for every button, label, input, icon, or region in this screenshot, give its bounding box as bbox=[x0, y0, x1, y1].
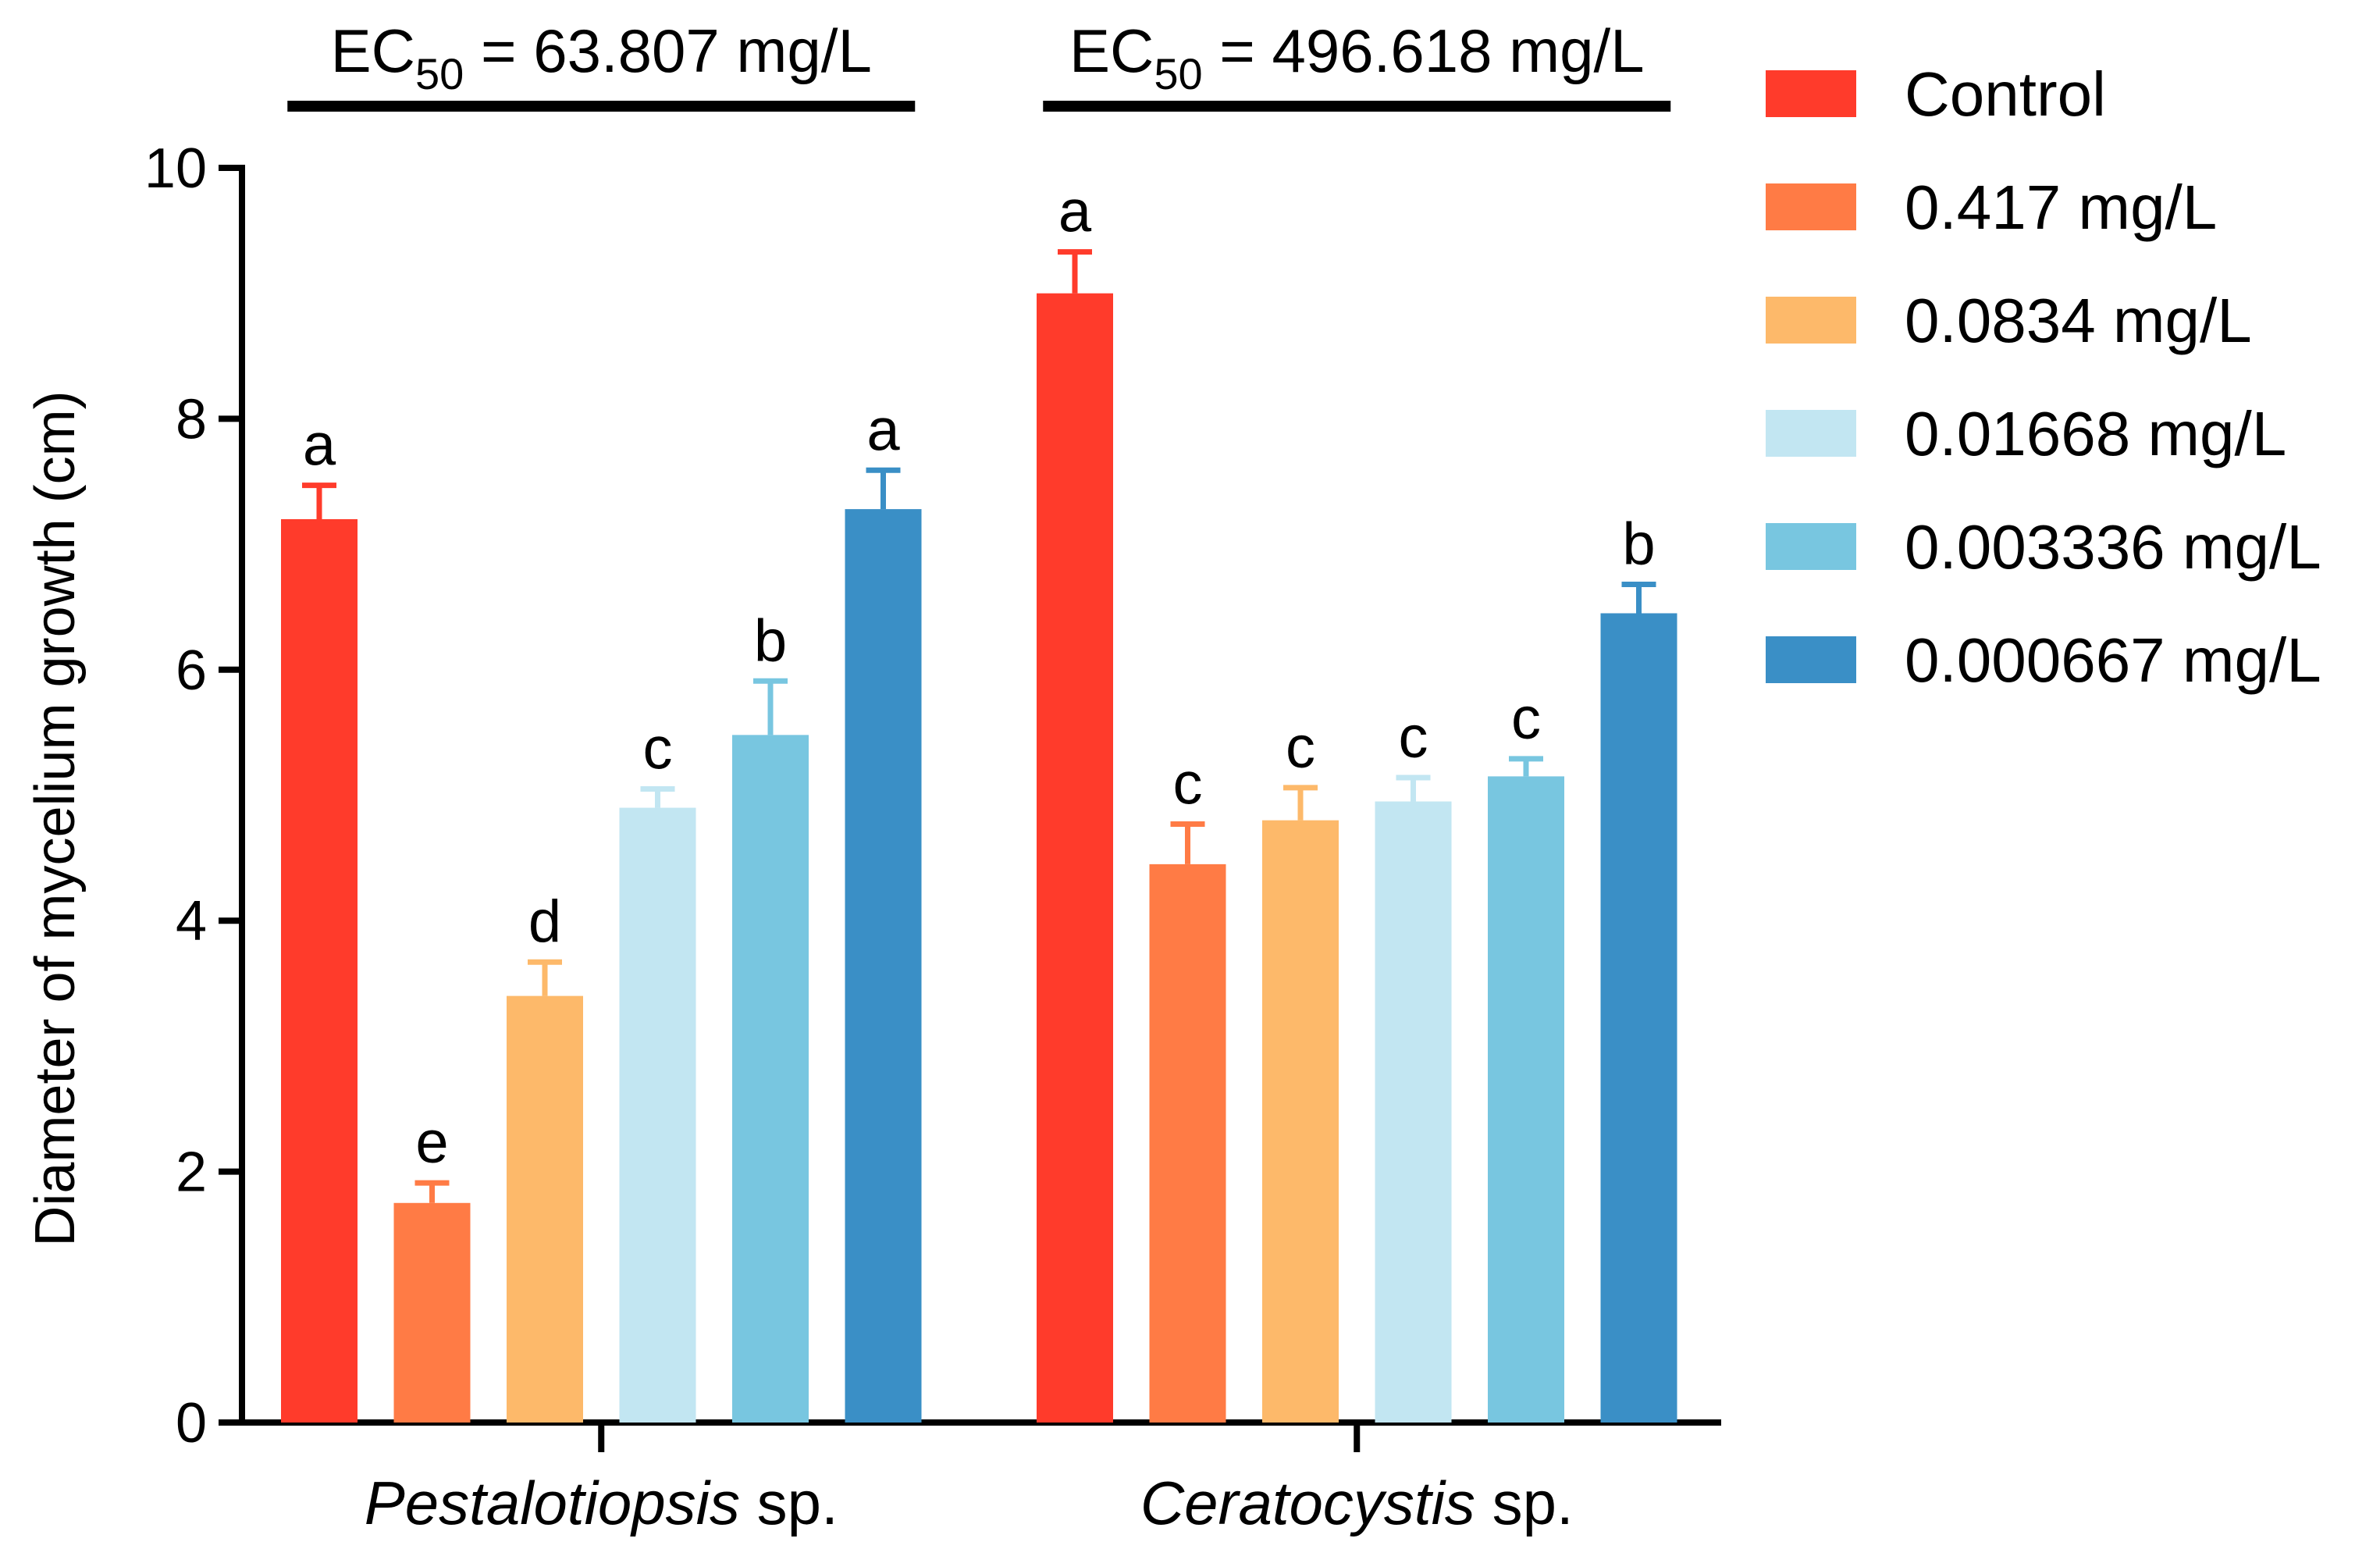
significance-letter: b bbox=[1622, 511, 1655, 578]
bar bbox=[1375, 801, 1452, 1423]
significance-letter: c bbox=[1173, 750, 1203, 817]
y-tick-label: 10 bbox=[144, 137, 207, 200]
ec50-value: = 496.618 mg/L bbox=[1203, 16, 1645, 85]
significance-letter: e bbox=[415, 1109, 448, 1176]
significance-letter: c bbox=[1286, 714, 1315, 781]
ec50-subscript: 50 bbox=[1154, 49, 1202, 98]
y-tick-label: 4 bbox=[176, 890, 207, 953]
y-axis-title: Diameter of mycelium growth (cm) bbox=[24, 390, 87, 1246]
group-label-genus: Ceratocystis bbox=[1140, 1469, 1475, 1537]
ec50-annotation: EC50 = 496.618 mg/L bbox=[1069, 16, 1645, 98]
significance-letter: d bbox=[528, 888, 561, 955]
bar bbox=[1600, 613, 1677, 1423]
legend-label: 0.417 mg/L bbox=[1905, 173, 2217, 242]
y-tick-label: 8 bbox=[176, 388, 207, 450]
bar bbox=[281, 518, 358, 1423]
bar bbox=[1262, 820, 1339, 1423]
bar bbox=[1149, 864, 1226, 1423]
significance-letter: a bbox=[303, 412, 336, 479]
bar bbox=[732, 735, 809, 1423]
legend-swatch bbox=[1766, 523, 1856, 570]
ec50-prefix: EC bbox=[1069, 16, 1154, 85]
group-label-suffix: sp. bbox=[740, 1469, 838, 1537]
bar bbox=[619, 807, 696, 1423]
significance-letter: a bbox=[866, 397, 900, 463]
legend-swatch bbox=[1766, 410, 1856, 457]
legend-swatch bbox=[1766, 183, 1856, 230]
ec50-value: = 63.807 mg/L bbox=[464, 16, 872, 85]
y-tick-label: 2 bbox=[176, 1141, 207, 1204]
bar bbox=[393, 1202, 471, 1423]
y-tick-label: 6 bbox=[176, 639, 207, 702]
legend-label: 0.000667 mg/L bbox=[1905, 625, 2321, 695]
legend-label: 0.003336 mg/L bbox=[1905, 512, 2321, 582]
significance-letter: a bbox=[1058, 179, 1092, 245]
bar bbox=[1037, 293, 1113, 1423]
bar bbox=[845, 509, 922, 1423]
ec50-annotation: EC50 = 63.807 mg/L bbox=[331, 16, 872, 98]
y-tick-label: 0 bbox=[176, 1392, 207, 1455]
legend-swatch bbox=[1766, 70, 1856, 117]
significance-letter: c bbox=[1399, 704, 1428, 771]
bar bbox=[507, 995, 583, 1423]
legend-label: Control bbox=[1905, 59, 2106, 129]
significance-letter: c bbox=[643, 715, 673, 782]
x-group-label: Pestalotiopsis sp. bbox=[365, 1469, 838, 1537]
significance-letter: b bbox=[754, 607, 787, 674]
legend-label: 0.0834 mg/L bbox=[1905, 286, 2252, 355]
group-label-suffix: sp. bbox=[1475, 1469, 1574, 1537]
group-label-genus: Pestalotiopsis bbox=[365, 1469, 740, 1537]
bar bbox=[1488, 776, 1564, 1423]
significance-letter: c bbox=[1511, 685, 1541, 752]
x-group-label: Ceratocystis sp. bbox=[1140, 1469, 1574, 1537]
legend-swatch bbox=[1766, 636, 1856, 683]
legend-label: 0.01668 mg/L bbox=[1905, 399, 2286, 468]
legend-swatch bbox=[1766, 297, 1856, 344]
ec50-prefix: EC bbox=[331, 16, 415, 85]
ec50-subscript: 50 bbox=[415, 49, 464, 98]
